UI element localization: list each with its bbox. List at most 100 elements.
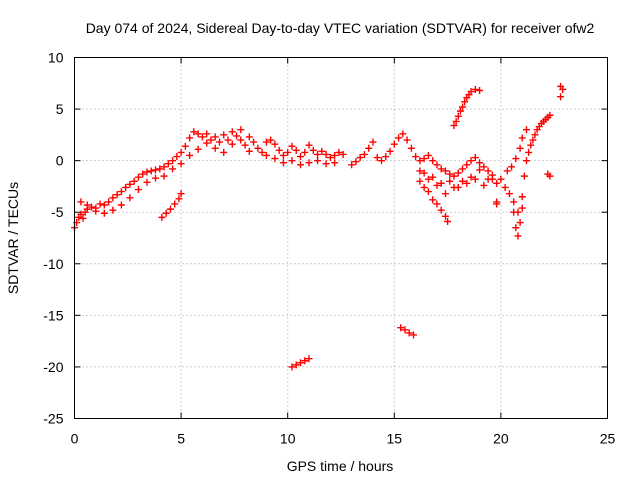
data-point <box>233 132 241 140</box>
data-point <box>207 136 215 144</box>
data-point <box>348 161 356 169</box>
y-tick-label: -25 <box>43 411 63 427</box>
data-point <box>309 146 317 154</box>
data-point <box>452 117 460 125</box>
data-point <box>433 181 441 189</box>
data-point <box>203 130 211 138</box>
data-point <box>459 103 467 111</box>
data-point <box>546 111 554 119</box>
data-point <box>373 154 381 162</box>
data-point <box>100 209 108 217</box>
data-point <box>181 142 189 150</box>
data-point <box>262 138 270 146</box>
x-tick-label: 10 <box>280 431 296 447</box>
data-point <box>292 361 300 369</box>
data-point <box>441 190 449 198</box>
data-point <box>420 183 428 191</box>
data-point <box>126 180 134 188</box>
data-point <box>471 154 479 162</box>
data-point <box>476 159 484 167</box>
data-point <box>531 131 539 139</box>
data-point <box>198 133 206 141</box>
data-point <box>420 169 428 177</box>
data-point <box>450 122 458 130</box>
x-tick-label: 20 <box>493 431 509 447</box>
data-point <box>424 151 432 159</box>
data-point <box>522 126 530 134</box>
data-point <box>139 170 147 178</box>
data-point <box>305 355 313 363</box>
data-point <box>493 200 501 208</box>
data-point <box>382 153 390 161</box>
x-tick-label: 15 <box>387 431 403 447</box>
y-tick-label: 0 <box>56 153 64 169</box>
data-point <box>467 88 475 96</box>
x-tick-label: 25 <box>600 431 616 447</box>
data-point <box>162 209 170 217</box>
data-point <box>241 141 249 149</box>
data-point <box>461 98 469 106</box>
data-point <box>88 203 96 211</box>
data-point <box>275 146 283 154</box>
data-point <box>279 151 287 159</box>
data-point <box>173 153 181 161</box>
data-point <box>557 93 565 101</box>
data-point <box>488 175 496 183</box>
data-point <box>326 154 334 162</box>
data-point <box>160 172 168 180</box>
data-point <box>437 165 445 173</box>
data-point <box>352 158 360 166</box>
series-recovery-hours-20-22 <box>497 111 554 240</box>
data-point <box>476 166 484 174</box>
data-point <box>546 172 554 180</box>
data-point <box>433 161 441 169</box>
data-point <box>284 148 292 156</box>
data-point <box>529 136 537 144</box>
data-point <box>403 136 411 144</box>
data-point <box>407 144 415 152</box>
data-point <box>152 174 160 182</box>
data-point <box>450 172 458 180</box>
data-point <box>83 201 91 209</box>
data-point <box>446 177 454 185</box>
data-point <box>503 167 511 175</box>
data-point <box>169 165 177 173</box>
data-point <box>518 134 526 142</box>
data-point <box>169 157 177 165</box>
y-tick-label: -10 <box>43 256 63 272</box>
data-point <box>412 153 420 161</box>
data-point <box>314 157 322 165</box>
data-point <box>92 207 100 215</box>
data-point <box>512 155 520 163</box>
data-point <box>331 159 339 167</box>
x-axis-label: GPS time / hours <box>287 458 394 474</box>
data-point <box>508 163 516 171</box>
data-point <box>250 138 258 146</box>
data-point <box>437 206 445 214</box>
data-point <box>296 161 304 169</box>
series-outlier-hour-10 <box>288 355 313 371</box>
data-point <box>456 107 464 115</box>
data-point <box>557 82 565 90</box>
data-point <box>395 134 403 142</box>
data-point <box>467 157 475 165</box>
data-point <box>147 167 155 175</box>
data-point <box>516 219 524 227</box>
y-axis-label: SDTVAR / TECUs <box>5 182 21 294</box>
data-point <box>512 224 520 232</box>
data-point <box>117 201 125 209</box>
data-point <box>365 144 373 152</box>
data-point <box>143 178 151 186</box>
series-isolated-points <box>493 82 567 208</box>
data-point <box>420 155 428 163</box>
data-point <box>271 155 279 163</box>
series-outlier-hour-15 <box>397 324 417 339</box>
data-point <box>186 134 194 142</box>
data-point <box>177 148 185 156</box>
data-point <box>322 160 330 168</box>
data-point <box>220 131 228 139</box>
data-point <box>401 326 409 334</box>
data-point <box>301 148 309 156</box>
data-point <box>228 140 236 148</box>
